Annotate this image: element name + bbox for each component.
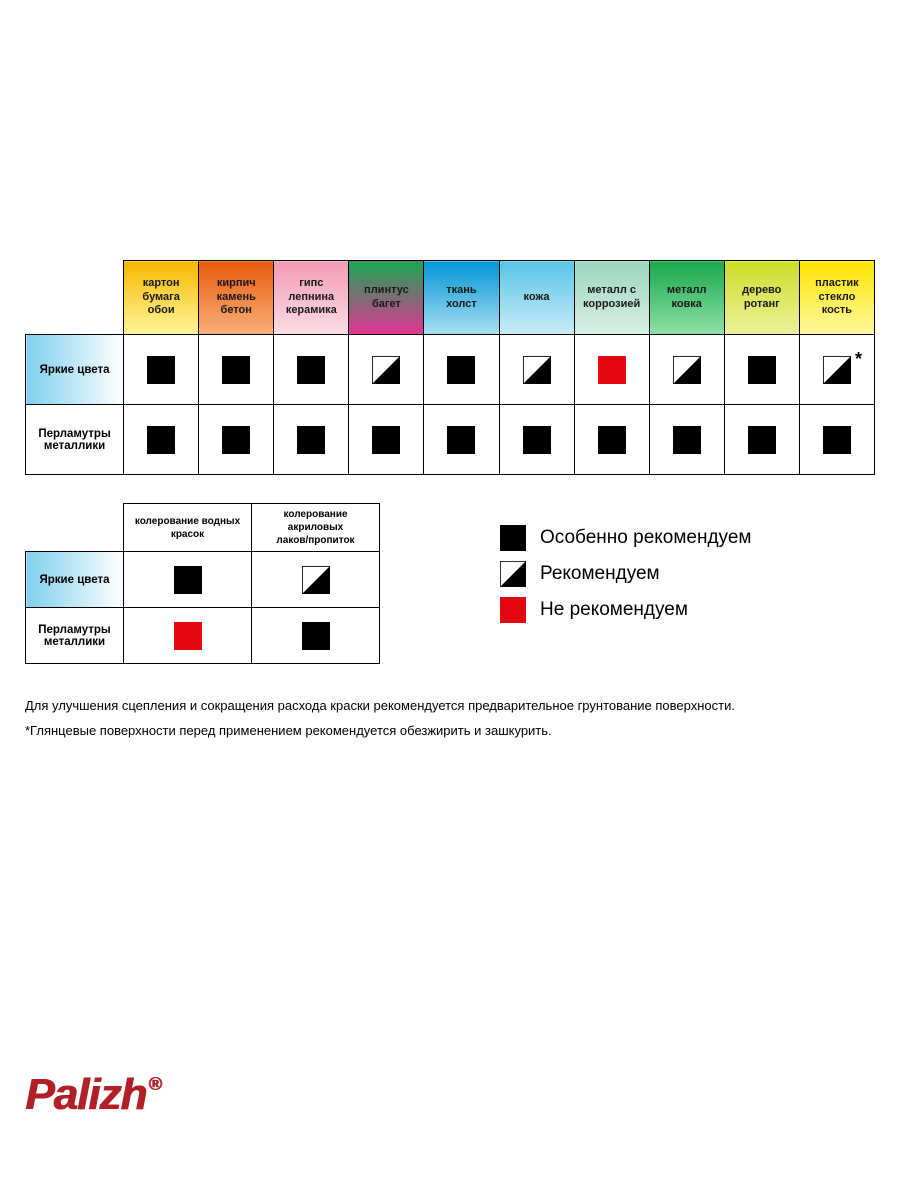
- data-cell: [124, 552, 252, 608]
- data-cell: [424, 335, 499, 405]
- table-row: Перламутрыметаллики: [26, 608, 380, 664]
- data-cell: [724, 335, 799, 405]
- data-cell: [499, 335, 574, 405]
- table-row: Яркие цвета *: [26, 335, 875, 405]
- legend-item: Особенно рекомендуем: [500, 525, 875, 551]
- row-header: Перламутрыметаллики: [26, 608, 124, 664]
- col-header: картонбумагаобои: [124, 261, 199, 335]
- col-header: плинтусбагет: [349, 261, 424, 335]
- data-cell: [349, 335, 424, 405]
- data-cell: [649, 335, 724, 405]
- footnotes: Для улучшения сцепления и сокращения рас…: [25, 694, 875, 743]
- row-header: Перламутрыметаллики: [26, 405, 124, 475]
- corner-cell: [26, 504, 124, 552]
- data-cell: [574, 335, 649, 405]
- data-cell: [274, 405, 349, 475]
- legend-item: Рекомендуем: [500, 561, 875, 587]
- data-cell: [199, 335, 274, 405]
- col-header: пластикстеклокость: [799, 261, 874, 335]
- corner-cell: [26, 261, 124, 335]
- data-cell: [124, 608, 252, 664]
- table-row: Яркие цвета: [26, 552, 380, 608]
- data-cell: [499, 405, 574, 475]
- legend-label: Особенно рекомендуем: [540, 527, 751, 549]
- data-cell: [649, 405, 724, 475]
- data-cell: [252, 552, 380, 608]
- data-cell: [349, 405, 424, 475]
- data-cell: [799, 405, 874, 475]
- brand-logo: Palizh®: [25, 1070, 158, 1120]
- col-header: кирпичкаменьбетон: [199, 261, 274, 335]
- legend-item: Не рекомендуем: [500, 597, 875, 623]
- footnote-line: *Глянцевые поверхности перед применением…: [25, 719, 875, 744]
- col-header: дереворотанг: [724, 261, 799, 335]
- data-cell: [252, 608, 380, 664]
- col-header: тканьхолст: [424, 261, 499, 335]
- col-header: колерование водныхкрасок: [124, 504, 252, 552]
- data-cell: [724, 405, 799, 475]
- data-cell: [124, 335, 199, 405]
- col-header: колерование акриловыхлаков/пропиток: [252, 504, 380, 552]
- data-cell: [274, 335, 349, 405]
- registered-icon: ®: [148, 1074, 160, 1094]
- col-header: кожа: [499, 261, 574, 335]
- compatibility-small-table: колерование водныхкрасокколерование акри…: [25, 503, 380, 664]
- legend-label: Рекомендуем: [540, 563, 660, 585]
- col-header: металл скоррозией: [574, 261, 649, 335]
- col-header: гипслепнинакерамика: [274, 261, 349, 335]
- row-header: Яркие цвета: [26, 335, 124, 405]
- row-header: Яркие цвета: [26, 552, 124, 608]
- data-cell: [574, 405, 649, 475]
- col-header: металлковка: [649, 261, 724, 335]
- data-cell: *: [799, 335, 874, 405]
- legend-label: Не рекомендуем: [540, 599, 688, 621]
- data-cell: [199, 405, 274, 475]
- data-cell: [124, 405, 199, 475]
- compatibility-main-table: картонбумагаобоикирпичкаменьбетонгипслеп…: [25, 260, 875, 475]
- table-row: Перламутрыметаллики: [26, 405, 875, 475]
- footnote-line: Для улучшения сцепления и сокращения рас…: [25, 694, 875, 719]
- data-cell: [424, 405, 499, 475]
- asterisk-icon: *: [855, 349, 862, 370]
- legend: Особенно рекомендуем Рекомендуем Не реком…: [420, 503, 875, 633]
